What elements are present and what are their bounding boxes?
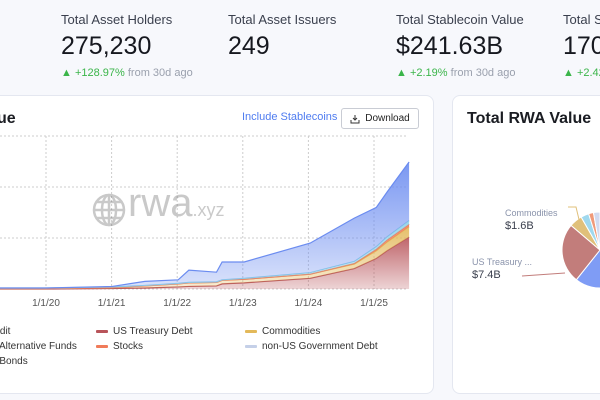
- stat-value: $241.63B: [396, 32, 504, 60]
- x-tick-label: 1/1/21: [98, 298, 126, 309]
- leader-line-commodities: [568, 206, 583, 233]
- stat-value: 275,230: [61, 32, 152, 60]
- pie-value-treasury: $7.4B: [472, 269, 501, 281]
- stat-value: 170.: [563, 32, 600, 60]
- legend-item[interactable]: US Treasury Debt: [96, 326, 192, 337]
- stat-change: ▲ +2.19% from 30d ago: [396, 67, 516, 79]
- change-pct: +2.42: [576, 67, 600, 79]
- legend-item[interactable]: Commodities: [245, 326, 320, 337]
- stat-stablecoin-partial: Total St 170. ▲ +2.42: [563, 12, 600, 79]
- legend-item[interactable]: al Alternative Funds: [0, 341, 77, 352]
- change-pct: +2.19%: [409, 67, 448, 79]
- legend-swatch: [245, 345, 257, 348]
- x-tick-label: 1/1/25: [360, 298, 388, 309]
- rwa-watermark: rwa.xyz: [92, 181, 225, 227]
- stat-change: ▲ +128.97% from 30d ago: [61, 67, 193, 79]
- area-redit: [0, 162, 410, 288]
- pie-chart: [521, 206, 600, 289]
- legend-label: US Treasury Debt: [113, 326, 193, 337]
- legend-label: e Bonds: [0, 356, 28, 367]
- line-redit: [0, 161, 410, 289]
- leader-line-treasury: [521, 272, 566, 277]
- legend-swatch: [96, 345, 108, 348]
- pie-slice[interactable]: [575, 211, 600, 289]
- stacked-area-chart: 1/1/20 1/1/21 1/1/22 1/1/23 1/1/24 1/1/25: [0, 135, 410, 309]
- legend-label: non-US Government Debt: [262, 341, 378, 352]
- stat-stablecoin-value: Total Stablecoin Value $241.63B ▲ +2.19%…: [396, 12, 524, 79]
- stat-change: ▲ +2.42: [563, 67, 600, 79]
- stat-label: Total St: [563, 12, 600, 27]
- pie-label-commodities: Commodities: [505, 208, 558, 218]
- download-icon: [350, 114, 360, 123]
- legend-item[interactable]: non-US Government Debt: [245, 341, 378, 352]
- legend-label: al Alternative Funds: [0, 341, 77, 352]
- change-suffix: from 30d ago: [450, 67, 516, 79]
- pie-label-treasury: US Treasury ...: [472, 257, 533, 267]
- change-pct: +128.97%: [74, 67, 125, 79]
- legend-item[interactable]: redit: [0, 326, 10, 337]
- stat-asset-holders: Total Asset Holders 275,230 ▲ +128.97% f…: [61, 12, 193, 79]
- legend-swatch: [245, 330, 257, 333]
- stat-label: Total Stablecoin Value: [396, 12, 524, 27]
- pie-value-commodities: $1.6B: [505, 220, 534, 232]
- globe-icon: [92, 193, 126, 227]
- legend-swatch: [96, 330, 108, 333]
- stat-value: 249: [228, 32, 270, 60]
- legend-item[interactable]: e Bonds: [0, 356, 28, 367]
- legend-label: Stocks: [113, 341, 144, 352]
- area-us-treasury-debt: [0, 236, 410, 289]
- x-tick-label: 1/1/20: [32, 298, 60, 309]
- change-suffix: from 30d ago: [127, 67, 193, 79]
- x-tick-label: 1/1/24: [294, 298, 322, 309]
- download-button[interactable]: Download: [341, 108, 419, 129]
- x-tick-label: 1/1/22: [163, 298, 191, 309]
- pie-title: Total RWA Value: [467, 110, 592, 127]
- chart-title: ue: [0, 110, 16, 127]
- stat-label: Total Asset Issuers: [228, 12, 337, 27]
- include-stablecoins-toggle[interactable]: Include Stablecoins: [242, 111, 338, 123]
- stat-asset-issuers: Total Asset Issuers 249: [228, 12, 336, 61]
- legend-label: redit: [0, 326, 11, 337]
- legend-item[interactable]: Stocks: [96, 341, 143, 352]
- x-tick-label: 1/1/23: [229, 298, 257, 309]
- pie-slice[interactable]: [561, 224, 600, 281]
- download-label: Download: [365, 113, 410, 124]
- stat-label: Total Asset Holders: [61, 12, 173, 27]
- watermark-text: rwa.xyz: [128, 181, 225, 225]
- legend-label: Commodities: [262, 326, 321, 337]
